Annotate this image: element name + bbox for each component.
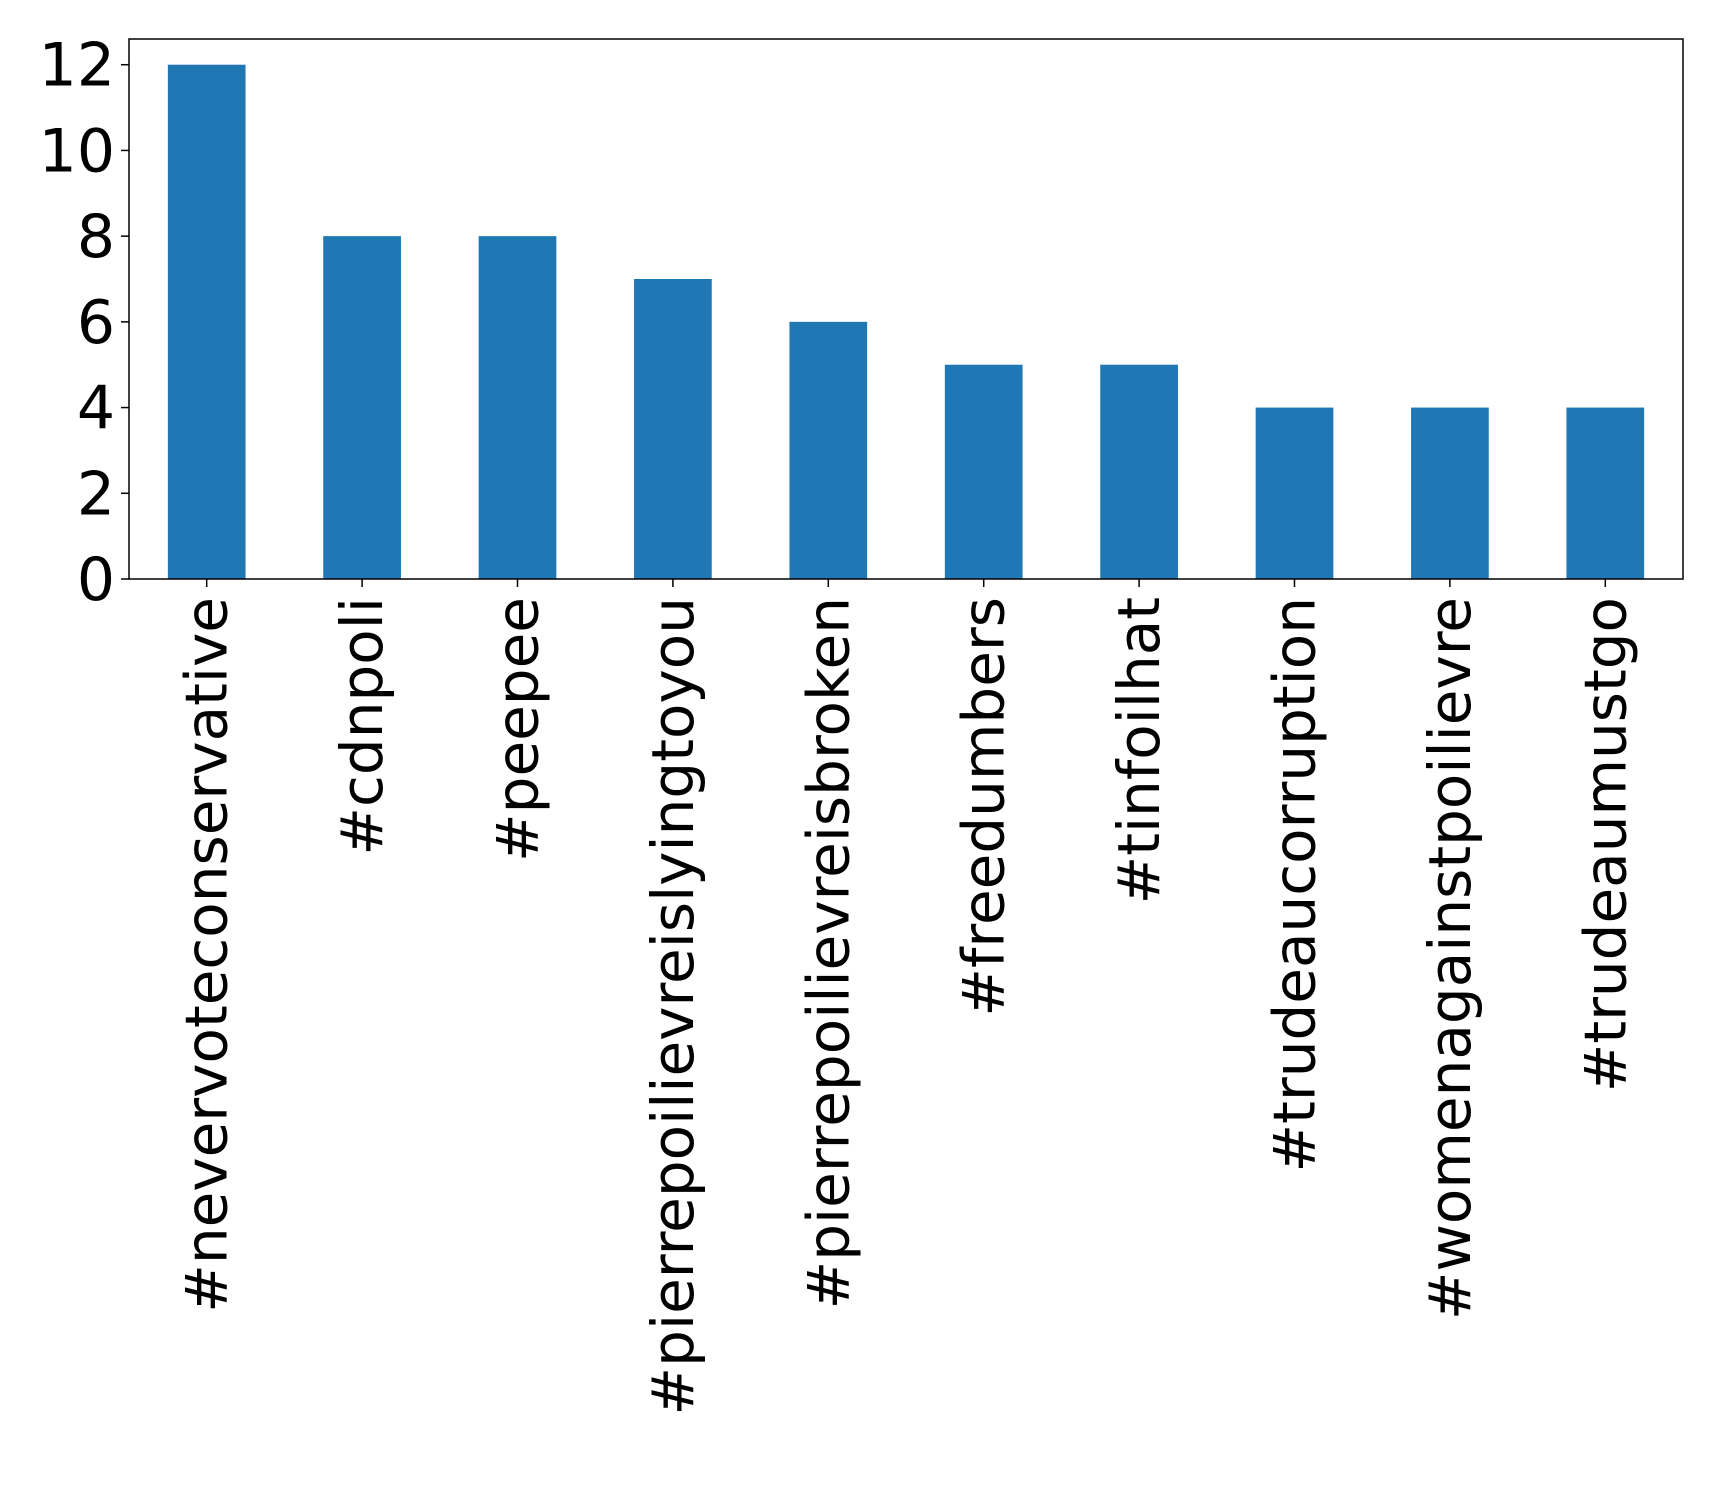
y-tick-label: 4	[77, 374, 115, 444]
y-tick-label: 12	[39, 31, 115, 101]
x-tick-label: #pierrepoilievreisbroken	[794, 597, 862, 1309]
x-tick-label: #trudeaucorruption	[1261, 597, 1329, 1172]
y-tick-label: 2	[77, 459, 115, 529]
bars-group	[167, 64, 1645, 579]
x-axis: #nevervoteconservative #cdnpoli #peepee #pi…	[173, 579, 1639, 1415]
bar	[1566, 407, 1645, 579]
y-axis: 0 2 4 6 8 10 12	[39, 31, 129, 615]
bar	[1255, 407, 1334, 579]
bar	[634, 279, 712, 579]
x-tick-label: #nevervoteconservative	[173, 597, 241, 1313]
bar	[789, 321, 868, 579]
plot-frame	[128, 38, 1684, 580]
x-tick-label: #freedumbers	[950, 597, 1018, 1017]
bar	[944, 364, 1023, 579]
x-tick-label: #peepee	[484, 597, 552, 862]
x-tick-label: #pierrepoilievreislyingtoyou	[639, 597, 707, 1415]
x-tick-label: #tinfoilhat	[1105, 597, 1173, 904]
bar	[167, 64, 246, 579]
y-tick-label: 8	[77, 202, 115, 272]
x-tick-label: #trudeaumustgo	[1571, 597, 1639, 1092]
y-tick-label: 6	[77, 288, 115, 358]
bar	[323, 236, 401, 579]
bar	[1100, 364, 1178, 579]
y-tick-label: 0	[77, 545, 115, 615]
x-tick-label: #cdnpoli	[328, 597, 396, 856]
x-tick-label: #womenagainstpoilievre	[1416, 597, 1484, 1320]
bar	[478, 236, 557, 579]
bar	[1411, 407, 1489, 579]
y-tick-label: 10	[39, 116, 115, 186]
